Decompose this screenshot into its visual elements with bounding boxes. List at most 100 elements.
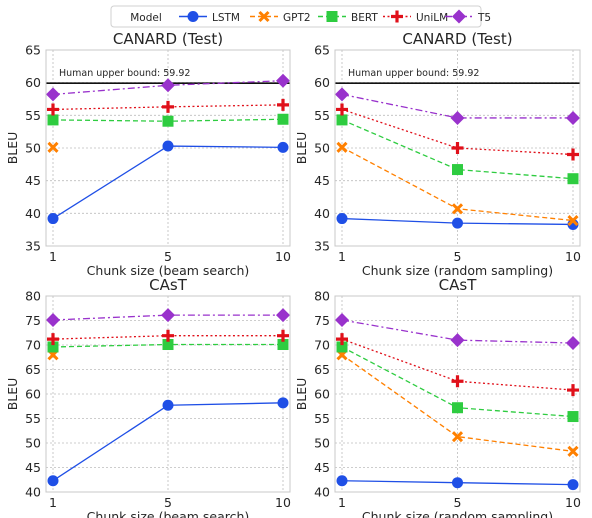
data-point-unilm [451, 375, 464, 388]
data-point-lstm [452, 217, 463, 229]
data-point-lstm [336, 213, 348, 225]
data-point-lstm [567, 479, 579, 491]
x-tick-label: 1 [338, 249, 346, 264]
legend-marker-t5 [452, 9, 466, 24]
data-point-t5 [161, 308, 175, 323]
y-tick-label: 35 [25, 239, 41, 254]
data-point-t5 [335, 313, 349, 328]
data-point-gpt2 [567, 445, 579, 457]
data-point-lstm [277, 397, 289, 409]
legend-marker-unilm [391, 10, 403, 23]
y-tick-label: 50 [25, 141, 41, 156]
legend-label-lstm: LSTM [212, 12, 240, 24]
data-point-unilm [277, 329, 289, 342]
y-tick-label: 55 [314, 108, 330, 123]
y-axis-label: BLEU [294, 132, 309, 165]
legend-box [110, 5, 482, 28]
y-axis-label: BLEU [5, 132, 20, 165]
plot-frame [45, 295, 291, 493]
data-point-unilm [336, 333, 348, 346]
legend-marker-lstm [187, 11, 199, 22]
data-point-lstm [162, 140, 174, 152]
chart-panel-1: 35 40 45 50 55 60 65 1 5 10 Human upper bound: 59.… [5, 30, 291, 278]
data-point-unilm [567, 384, 579, 397]
plot-frame [334, 295, 581, 493]
x-tick-label: 5 [454, 249, 462, 264]
x-tick-label: 5 [164, 495, 172, 510]
data-point-t5 [566, 336, 580, 351]
data-point-lstm [47, 475, 59, 487]
x-tick-label: 10 [275, 495, 291, 510]
y-tick-label: 40 [25, 485, 41, 500]
data-point-unilm [567, 148, 579, 161]
data-point-unilm [277, 98, 289, 111]
data-point-gpt2 [567, 214, 579, 227]
y-axis-label: BLEU [294, 378, 309, 411]
chart-title: CANARD (Test) [113, 30, 223, 48]
data-point-lstm [162, 399, 174, 411]
y-tick-label: 65 [25, 362, 41, 377]
series-line-bert [341, 119, 574, 180]
y-tick-label: 65 [314, 362, 330, 377]
y-tick-label: 50 [25, 436, 41, 451]
y-tick-label: 55 [314, 411, 330, 426]
data-point-unilm [162, 329, 174, 342]
data-point-lstm [452, 477, 463, 489]
y-tick-label: 75 [25, 313, 41, 328]
chart-panel-4: 40 45 50 55 60 65 70 75 80 1 5 10 CAsT Chunk size (ra… [294, 276, 581, 518]
data-point-unilm [47, 103, 59, 116]
y-tick-label: 45 [314, 173, 330, 188]
data-point-lstm [47, 213, 59, 225]
y-tick-label: 45 [25, 173, 41, 188]
data-point-bert [452, 402, 463, 414]
plot-frame [45, 49, 291, 247]
series-line-gpt2 [341, 354, 574, 452]
y-tick-label: 65 [25, 43, 41, 58]
y-tick-label: 75 [314, 313, 330, 328]
y-tick-label: 50 [314, 436, 330, 451]
x-tick-label: 5 [164, 249, 172, 264]
y-tick-label: 70 [25, 338, 41, 353]
legend-title: Model [130, 12, 162, 24]
y-tick-label: 60 [25, 75, 41, 90]
y-tick-label: 45 [314, 460, 330, 475]
y-tick-label: 55 [25, 108, 41, 123]
data-point-t5 [276, 308, 290, 323]
data-point-t5 [566, 110, 580, 125]
data-point-gpt2 [451, 431, 464, 443]
data-point-gpt2 [451, 203, 464, 215]
y-tick-label: 60 [314, 387, 330, 402]
y-tick-label: 60 [314, 75, 330, 90]
data-point-bert [336, 114, 348, 126]
data-point-t5 [46, 87, 60, 102]
legend-label-t5: T5 [477, 12, 491, 24]
x-tick-label: 1 [49, 495, 57, 510]
chart-title: CANARD (Test) [402, 30, 512, 48]
data-point-lstm [336, 475, 348, 487]
legend-label-gpt2: GPT2 [283, 12, 311, 24]
y-tick-label: 40 [314, 485, 330, 500]
data-point-t5 [276, 73, 290, 88]
chart-title: CAsT [439, 276, 478, 294]
legend-marker-bert [326, 11, 338, 22]
data-point-unilm [47, 333, 59, 346]
x-axis-label: Chunk size (beam search) [87, 263, 250, 278]
x-axis-label: Chunk size (random sampling) [362, 263, 553, 278]
y-tick-label: 35 [314, 239, 330, 254]
data-point-bert [277, 339, 289, 351]
data-point-bert [567, 173, 579, 185]
human-upper-bound-label: Human upper bound: 59.92 [348, 68, 479, 79]
y-tick-label: 45 [25, 460, 41, 475]
data-point-gpt2 [47, 141, 59, 153]
data-point-bert [452, 164, 463, 176]
legend-label-unilm: UniLM [416, 12, 448, 24]
chart-panel-2: 35 40 45 50 55 60 65 1 5 10 Human upper bound: 59.… [294, 30, 581, 278]
legend-label-bert: BERT [351, 12, 378, 24]
data-point-gpt2 [336, 141, 348, 153]
data-point-t5 [161, 78, 175, 93]
data-point-t5 [450, 110, 465, 125]
y-tick-label: 65 [314, 43, 330, 58]
data-point-unilm [162, 100, 174, 113]
